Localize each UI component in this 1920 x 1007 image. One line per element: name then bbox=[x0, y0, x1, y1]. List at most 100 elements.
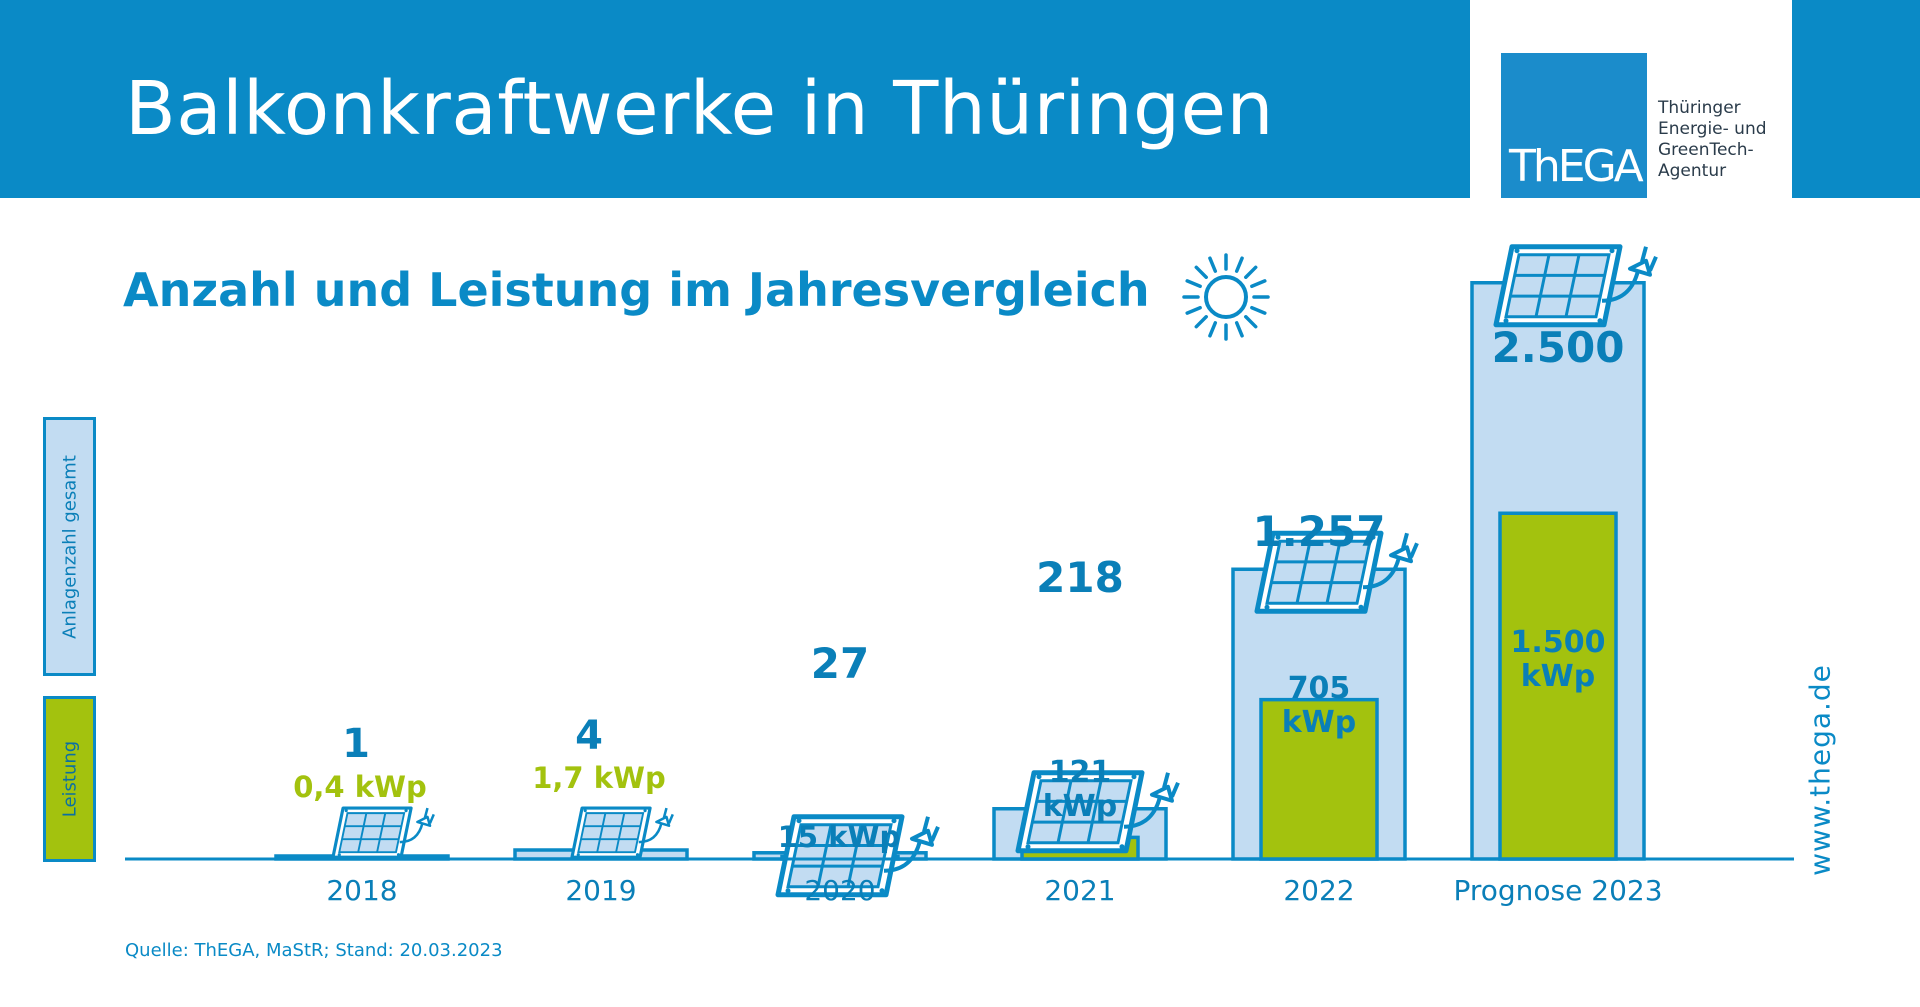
panel-rivet bbox=[583, 809, 587, 813]
data-label-power: 121 bbox=[1049, 755, 1112, 790]
plug-pin bbox=[930, 825, 940, 842]
panel-rivet bbox=[1025, 844, 1031, 850]
sun-ray bbox=[1250, 305, 1267, 315]
panel-rivet bbox=[879, 888, 885, 894]
logo-line: Thüringer bbox=[1658, 98, 1741, 118]
legend-power-swatch: Leistung bbox=[43, 696, 96, 862]
data-label-count: 27 bbox=[811, 639, 869, 688]
bar-power bbox=[1498, 511, 1618, 861]
panel-rivet bbox=[1036, 774, 1042, 780]
solar-panel-plug-icon bbox=[570, 806, 674, 859]
panel-rivet bbox=[396, 853, 401, 857]
panel-rivet bbox=[785, 888, 791, 894]
panel-cable bbox=[1123, 796, 1162, 829]
panel-cable bbox=[399, 822, 424, 844]
data-label-count: 218 bbox=[1036, 553, 1124, 602]
plug-body bbox=[655, 815, 671, 827]
plug-body bbox=[416, 815, 432, 827]
x-tick-label: 2020 bbox=[804, 874, 875, 907]
panel-rivet bbox=[1131, 774, 1137, 780]
sun-ray bbox=[1244, 315, 1258, 329]
plug-pin bbox=[1648, 255, 1658, 272]
sun-ray bbox=[1208, 321, 1218, 338]
chart-subtitle: Anzahl und Leistung im Jahresvergleich bbox=[123, 263, 1150, 317]
data-label-power: 705 bbox=[1288, 671, 1351, 706]
sun-icon bbox=[1182, 253, 1270, 341]
panel-rivet bbox=[891, 818, 897, 824]
panel-grid-line bbox=[376, 812, 387, 853]
sun-ray bbox=[1234, 321, 1244, 338]
panel-face bbox=[577, 812, 645, 854]
legend-count-swatch: Anlagenzahl gesamt bbox=[43, 417, 96, 676]
sun-ray bbox=[1194, 315, 1208, 329]
panel-cable bbox=[638, 822, 663, 844]
logo-line: Energie- und bbox=[1658, 119, 1767, 139]
panel-rivet bbox=[404, 809, 408, 813]
plug-pin bbox=[1170, 781, 1180, 798]
logo-wordmark: ThEGA bbox=[1509, 141, 1644, 192]
x-tick-label: Prognose 2023 bbox=[1453, 874, 1662, 907]
panel-grid-line bbox=[1295, 540, 1312, 604]
panel-face bbox=[1504, 253, 1611, 319]
sun-ray bbox=[1250, 279, 1267, 289]
logo-mark: ThEGA bbox=[1501, 53, 1647, 198]
x-tick-label: 2021 bbox=[1044, 874, 1115, 907]
solar-panel-plug-icon bbox=[1254, 530, 1419, 614]
plug-pin bbox=[667, 813, 674, 824]
page-title: Balkonkraftwerke in Thüringen bbox=[125, 66, 1274, 152]
logo: ThEGA Thüringer Energie- und GreenTech- … bbox=[1470, 0, 1792, 198]
panel-rivet bbox=[1275, 534, 1281, 540]
panel-rivet bbox=[576, 853, 580, 857]
data-label-power-unit: kWp bbox=[1282, 705, 1357, 740]
data-label-count: 1 bbox=[342, 721, 370, 767]
sun-ray bbox=[1244, 265, 1258, 279]
x-tick-label: 2022 bbox=[1283, 874, 1354, 907]
panel-grid-line bbox=[1534, 254, 1551, 318]
panel-grid-line bbox=[615, 812, 626, 853]
data-label-power: 15 kWp bbox=[778, 820, 901, 854]
sun-ray bbox=[1208, 256, 1218, 273]
plug-body bbox=[1150, 784, 1174, 803]
sun-ray bbox=[1185, 305, 1202, 315]
plug-pin bbox=[423, 807, 429, 818]
panel-rivet bbox=[796, 818, 802, 824]
logo-line: Agentur bbox=[1658, 161, 1727, 181]
panel-rivet bbox=[1609, 248, 1615, 254]
panel-cable bbox=[883, 840, 922, 873]
logo-text: Thüringer Energie- und GreenTech- Agentu… bbox=[1658, 98, 1767, 182]
website-link: www.thega.de bbox=[1803, 664, 1837, 876]
panel-grid-line bbox=[1086, 780, 1103, 844]
panel-grid-line bbox=[357, 812, 368, 853]
panel-rivet bbox=[635, 853, 640, 857]
plug-pin bbox=[428, 813, 435, 824]
panel-cable bbox=[1601, 270, 1640, 303]
panel-rivet bbox=[643, 809, 647, 813]
panel-grid-line bbox=[1564, 254, 1581, 318]
panel-grid-line bbox=[846, 824, 863, 888]
data-label-count: 4 bbox=[575, 713, 603, 759]
plug-body bbox=[1628, 258, 1652, 277]
panel-rivet bbox=[1597, 318, 1603, 324]
panel-rivet bbox=[1514, 248, 1520, 254]
plug-body bbox=[910, 828, 934, 847]
plug-pin bbox=[1401, 532, 1409, 549]
panel-cable bbox=[1362, 556, 1401, 590]
data-label-count: 2.500 bbox=[1492, 323, 1625, 372]
panel-rivet bbox=[1119, 844, 1125, 850]
panel-rivet bbox=[344, 809, 348, 813]
panel-grid-line bbox=[816, 824, 833, 888]
data-label-count: 1.257 bbox=[1253, 507, 1386, 556]
sun-ray bbox=[1234, 256, 1244, 273]
solar-panel-plug-icon bbox=[1493, 244, 1658, 328]
panel-rivet bbox=[337, 853, 341, 857]
logo-line: GreenTech- bbox=[1658, 140, 1754, 160]
panel-face bbox=[338, 812, 406, 854]
panel-rivet bbox=[1370, 534, 1376, 540]
plug-pin bbox=[1409, 542, 1419, 559]
panel-rivet bbox=[1264, 604, 1270, 610]
sun-core bbox=[1204, 275, 1248, 319]
panel-grid-line bbox=[1325, 540, 1342, 604]
data-label-power-unit: kWp bbox=[1043, 789, 1118, 824]
plug-pin bbox=[662, 807, 668, 818]
